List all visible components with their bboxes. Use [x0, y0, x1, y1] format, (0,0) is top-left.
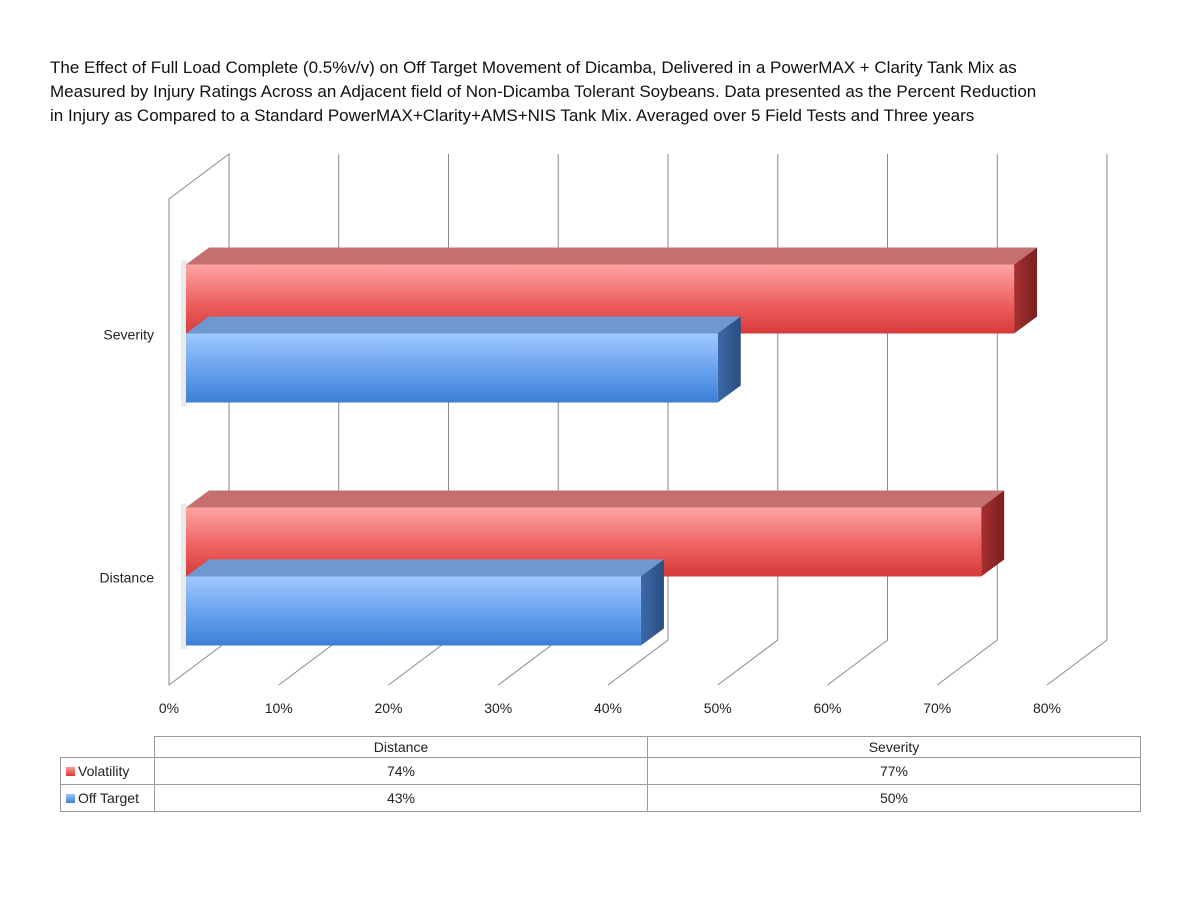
table-header-row: Distance Severity: [61, 736, 1141, 758]
y-axis-categories: Distance Severity: [100, 327, 155, 586]
table-row: Volatility 74% 77%: [60, 757, 1141, 785]
table-header-cell: Distance: [154, 736, 648, 758]
legend-swatch-red: [66, 767, 75, 776]
x-tick-label: 70%: [923, 700, 951, 716]
x-axis-ticks: 0% 10% 20% 30% 40% 50% 60% 70% 80%: [159, 700, 1061, 716]
x-tick-label: 0%: [159, 700, 179, 716]
legend-swatch-blue: [66, 794, 75, 803]
bar-shadow: [181, 260, 187, 407]
table-cell: 74%: [154, 757, 648, 785]
x-tick-label: 10%: [265, 700, 293, 716]
bar-top-face: [186, 559, 664, 577]
x-tick-label: 20%: [374, 700, 402, 716]
y-category-label: Severity: [103, 327, 154, 343]
x-tick-label: 40%: [594, 700, 622, 716]
table-cell: 77%: [647, 757, 1141, 785]
title-line-2: Measured by Injury Ratings Across an Adj…: [50, 82, 1037, 101]
legend-label: Volatility: [78, 763, 130, 779]
bar-side-face: [640, 559, 664, 646]
table-row: Off Target 43% 50%: [60, 784, 1141, 812]
x-tick-label: 30%: [484, 700, 512, 716]
table-corner: [61, 737, 155, 758]
bar-top-face: [186, 316, 741, 334]
bar-chart: 0% 10% 20% 30% 40% 50% 60% 70% 80% Distance Sever…: [100, 153, 1108, 716]
bar-side-face: [1014, 247, 1038, 334]
bar-side-face: [717, 316, 741, 403]
bar-off-target-distance: [186, 576, 641, 646]
legend-entry-off-target: Off Target: [60, 784, 155, 812]
table-cell: 50%: [647, 784, 1141, 812]
table-cell: 43%: [154, 784, 648, 812]
table-header-cell: Severity: [647, 736, 1141, 758]
bars: [181, 247, 1038, 650]
bar-side-face: [981, 490, 1005, 577]
x-tick-label: 50%: [704, 700, 732, 716]
gridline: [827, 154, 888, 686]
legend-label: Off Target: [78, 790, 139, 806]
bar-top-face: [186, 247, 1038, 265]
gridline: [717, 154, 779, 686]
title-line-1: The Effect of Full Load Complete (0.5%v/…: [50, 58, 1017, 77]
legend-entry-volatility: Volatility: [60, 757, 155, 785]
x-tick-label: 80%: [1033, 700, 1061, 716]
gridline: [936, 154, 998, 686]
bar-shadow: [181, 503, 187, 650]
chart-title: The Effect of Full Load Complete (0.5%v/…: [50, 56, 1150, 128]
gridline: [1046, 154, 1108, 686]
bar-top-face: [186, 490, 1005, 508]
bar-off-target-severity: [186, 333, 718, 403]
title-line-3: in Injury as Compared to a Standard Powe…: [50, 106, 975, 125]
y-category-label: Distance: [100, 570, 155, 586]
data-table: Distance Severity Volatility 74% 77% Off…: [60, 736, 1141, 812]
x-tick-label: 60%: [813, 700, 841, 716]
